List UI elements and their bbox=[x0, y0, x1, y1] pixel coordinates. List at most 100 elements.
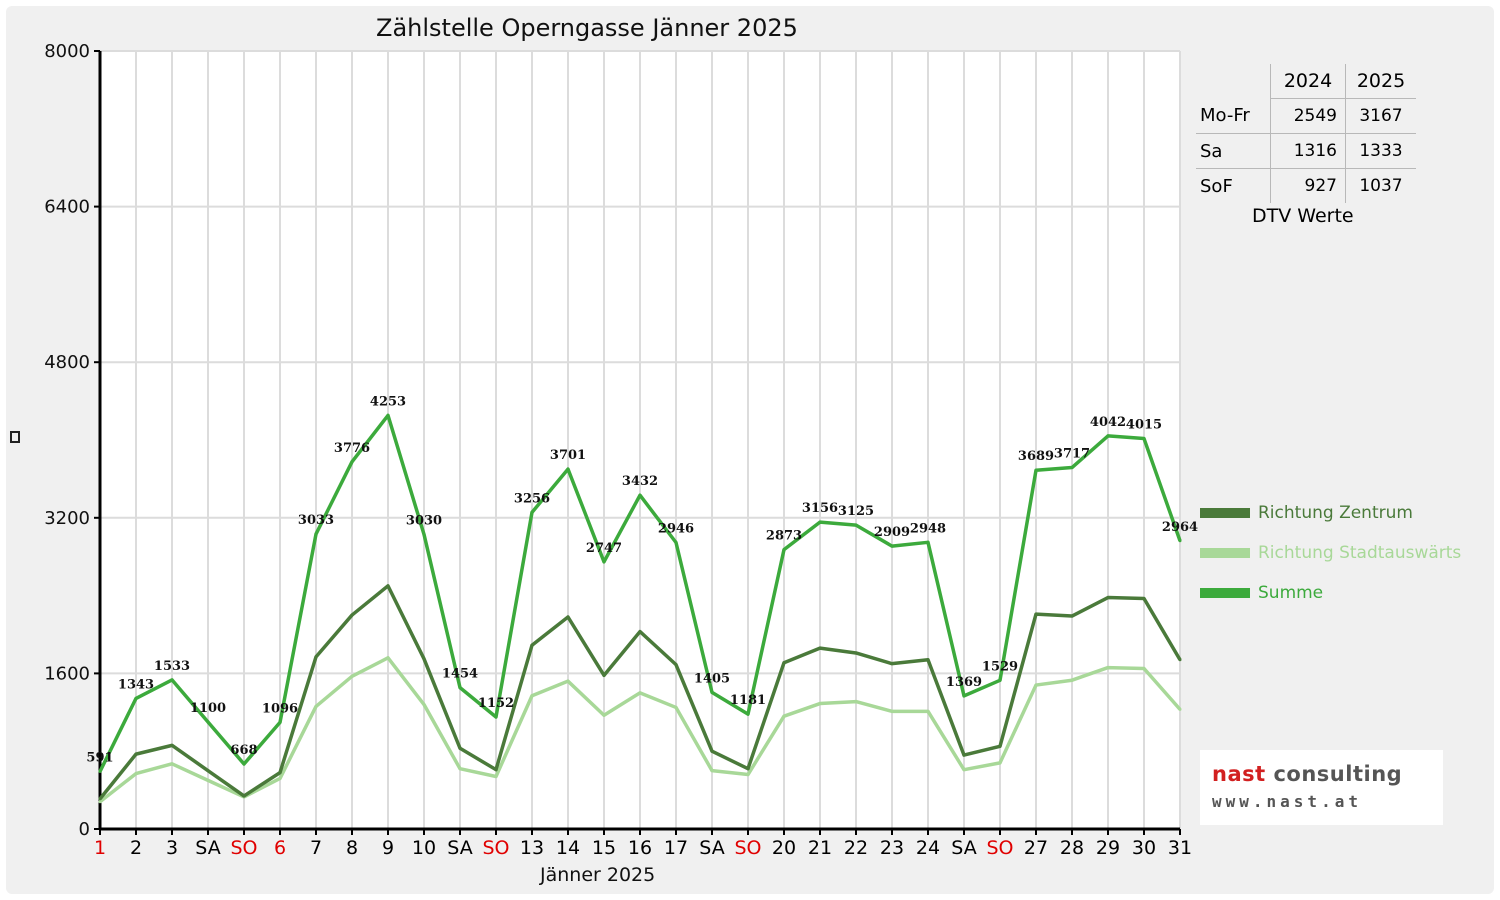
data-label: 4042 bbox=[1090, 415, 1126, 430]
series-point-2 bbox=[314, 532, 318, 536]
x-tick-label: 9 bbox=[382, 837, 394, 859]
x-tick-label: 20 bbox=[772, 837, 796, 859]
legend-label: Richtung Stadtauswärts bbox=[1258, 543, 1462, 563]
series-point-0 bbox=[134, 752, 138, 756]
series-point-2 bbox=[854, 523, 858, 527]
dtv-header-row: 2024 2025 bbox=[1196, 64, 1416, 99]
x-tick-label: SA bbox=[195, 837, 220, 859]
data-label: 1405 bbox=[694, 671, 730, 686]
series-point-2 bbox=[278, 720, 282, 724]
dtv-table: 2024 2025 Mo-Fr 2549 3167 Sa 1316 1333 S… bbox=[1196, 64, 1416, 227]
dtv-row-label: SoF bbox=[1200, 175, 1233, 197]
series-point-1 bbox=[926, 709, 930, 713]
x-tick-label: 30 bbox=[1132, 837, 1156, 859]
series-point-2 bbox=[674, 541, 678, 545]
data-label: 1529 bbox=[982, 659, 1018, 674]
series-point-1 bbox=[746, 773, 750, 777]
y-label-glyph bbox=[10, 431, 20, 443]
x-tick-label: 27 bbox=[1024, 837, 1048, 859]
data-label: 3256 bbox=[514, 491, 550, 506]
series-point-0 bbox=[422, 657, 426, 661]
series-point-2 bbox=[782, 548, 786, 552]
series-point-0 bbox=[566, 615, 570, 619]
data-label: 3689 bbox=[1018, 449, 1054, 464]
series-point-1 bbox=[494, 774, 498, 778]
data-label: 3156 bbox=[802, 501, 838, 516]
dtv-row-mofr: Mo-Fr 2549 3167 bbox=[1196, 98, 1416, 134]
x-tick-label: 16 bbox=[628, 837, 652, 859]
x-tick-label: 15 bbox=[592, 837, 616, 859]
x-tick-label: 1 bbox=[94, 837, 106, 859]
series-point-0 bbox=[242, 794, 246, 798]
x-tick-label: 7 bbox=[310, 837, 322, 859]
series-point-0 bbox=[278, 771, 282, 775]
series-point-0 bbox=[926, 658, 930, 662]
series-point-1 bbox=[854, 700, 858, 704]
series-point-0 bbox=[638, 630, 642, 634]
x-tick-label: 6 bbox=[274, 837, 286, 859]
series-point-1 bbox=[422, 703, 426, 707]
series-point-1 bbox=[314, 704, 318, 708]
series-point-2 bbox=[1178, 539, 1182, 543]
dtv-value-2024: 1316 bbox=[1270, 133, 1346, 169]
series-point-0 bbox=[170, 743, 174, 747]
data-label: 3125 bbox=[838, 504, 874, 519]
series-point-0 bbox=[206, 769, 210, 773]
series-point-1 bbox=[1034, 683, 1038, 687]
y-axis-label-mark bbox=[8, 428, 22, 443]
legend-item-summe: Summe bbox=[1200, 573, 1461, 613]
data-label: 1343 bbox=[118, 677, 154, 692]
series-point-2 bbox=[1034, 468, 1038, 472]
data-label: 2747 bbox=[586, 541, 622, 556]
logo-name-part1: nast bbox=[1212, 762, 1266, 786]
x-tick-label: SA bbox=[951, 837, 976, 859]
series-point-2 bbox=[890, 544, 894, 548]
data-label: 2946 bbox=[658, 522, 694, 537]
dtv-row-sa: Sa 1316 1333 bbox=[1196, 133, 1416, 169]
data-label: 1096 bbox=[262, 701, 298, 716]
series-point-0 bbox=[386, 584, 390, 588]
series-point-0 bbox=[1142, 597, 1146, 601]
series-point-1 bbox=[206, 778, 210, 782]
data-label: 4015 bbox=[1126, 418, 1162, 433]
legend-label: Summe bbox=[1258, 583, 1324, 603]
series-point-0 bbox=[854, 651, 858, 655]
dtv-row-label: Sa bbox=[1196, 133, 1271, 169]
x-tick-label: 14 bbox=[556, 837, 580, 859]
logo-url: www.nast.at bbox=[1212, 792, 1362, 811]
series-point-2 bbox=[98, 770, 102, 774]
data-label: 1152 bbox=[478, 696, 514, 711]
series-point-2 bbox=[422, 532, 426, 536]
series-point-1 bbox=[170, 762, 174, 766]
data-label: 668 bbox=[230, 743, 257, 758]
series-point-0 bbox=[1178, 658, 1182, 662]
data-label: 3030 bbox=[406, 513, 442, 528]
series-point-1 bbox=[386, 656, 390, 660]
series-point-1 bbox=[962, 768, 966, 772]
series-point-2 bbox=[926, 540, 930, 544]
series-point-2 bbox=[710, 690, 714, 694]
series-point-2 bbox=[818, 520, 822, 524]
series-point-2 bbox=[998, 678, 1002, 682]
chart-legend: Richtung Zentrum Richtung Stadtauswärts … bbox=[1200, 493, 1461, 613]
dtv-header-empty bbox=[1196, 64, 1271, 99]
series-point-0 bbox=[818, 646, 822, 650]
x-tick-label: 10 bbox=[412, 837, 436, 859]
series-point-2 bbox=[458, 686, 462, 690]
y-tick-label: 6400 bbox=[44, 197, 90, 218]
y-tick-label: 8000 bbox=[44, 41, 90, 62]
x-tick-label: 17 bbox=[664, 837, 688, 859]
series-point-0 bbox=[350, 613, 354, 617]
x-axis-label: Jänner 2025 bbox=[540, 864, 656, 886]
x-tick-label: SO bbox=[986, 837, 1013, 859]
series-point-1 bbox=[602, 713, 606, 717]
series-point-0 bbox=[1034, 612, 1038, 616]
series-point-2 bbox=[386, 413, 390, 417]
data-label: 2873 bbox=[766, 529, 802, 544]
legend-item-zentrum: Richtung Zentrum bbox=[1200, 493, 1461, 533]
x-tick-label: 31 bbox=[1168, 837, 1192, 859]
data-label: 591 bbox=[86, 751, 113, 766]
series-point-2 bbox=[1070, 466, 1074, 470]
y-tick-label: 1600 bbox=[44, 663, 90, 684]
series-point-0 bbox=[494, 768, 498, 772]
